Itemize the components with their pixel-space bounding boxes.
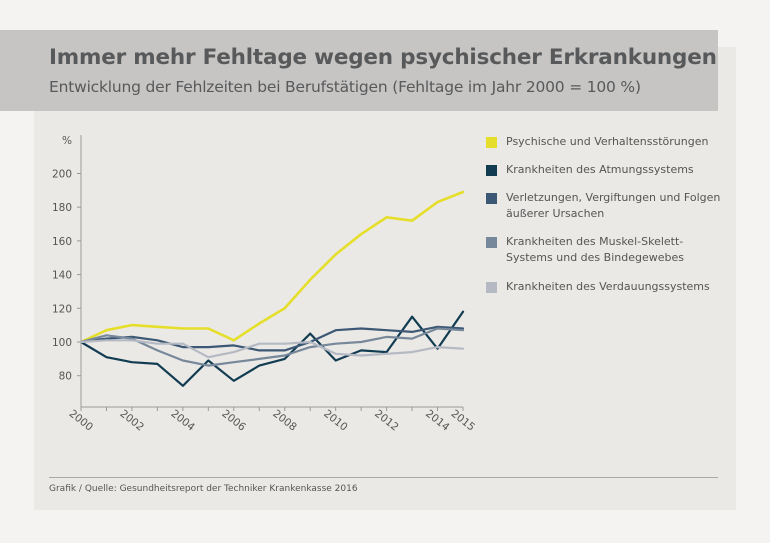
legend-swatch bbox=[486, 193, 497, 204]
x-tick-label: 2014 bbox=[423, 408, 452, 434]
series-line-3 bbox=[79, 325, 465, 352]
legend-item: Krankheiten des Muskel-Skelett-Systems u… bbox=[486, 234, 726, 266]
chart-card bbox=[34, 47, 736, 510]
x-tick-label: 2000 bbox=[67, 408, 95, 434]
y-tick-label: 120 bbox=[52, 303, 72, 315]
legend-label: Krankheiten des Muskel-Skelett-Systems u… bbox=[506, 235, 684, 264]
header-band bbox=[0, 30, 718, 111]
series-line-4 bbox=[79, 327, 465, 367]
series-line-1 bbox=[79, 190, 465, 344]
x-tick-label: 2012 bbox=[372, 408, 400, 434]
x-tick-label: 2010 bbox=[321, 408, 349, 434]
series-line-5 bbox=[79, 339, 465, 359]
legend-swatch bbox=[486, 237, 497, 248]
legend-label: Verletzungen, Vergiftungen und Folgen äu… bbox=[506, 191, 721, 220]
y-tick-label: 100 bbox=[52, 337, 72, 349]
x-tick-label: 2004 bbox=[168, 408, 197, 434]
legend-swatch bbox=[486, 165, 497, 176]
chart-title: Immer mehr Fehltage wegen psychischer Er… bbox=[49, 45, 717, 70]
y-tick-label: 160 bbox=[52, 236, 72, 248]
series-line-2 bbox=[79, 310, 465, 387]
x-tick-label: 2006 bbox=[219, 408, 248, 434]
x-tick-label: 2008 bbox=[270, 408, 298, 434]
legend-item: Verletzungen, Vergiftungen und Folgen äu… bbox=[486, 190, 726, 222]
legend-swatch bbox=[486, 282, 497, 293]
legend-item: Krankheiten des Atmungssystems bbox=[486, 162, 726, 178]
legend-swatch bbox=[486, 137, 497, 148]
y-tick-label: 140 bbox=[52, 270, 72, 282]
legend-label: Krankheiten des Verdauungssystems bbox=[506, 280, 710, 293]
legend-label: Krankheiten des Atmungssystems bbox=[506, 163, 694, 176]
y-tick-label: 180 bbox=[52, 202, 72, 214]
legend-item: Psychische und Verhaltensstörungen bbox=[486, 134, 726, 150]
x-tick-label: 2002 bbox=[118, 408, 146, 434]
y-tick-label: 80 bbox=[59, 371, 72, 383]
legend-item: Krankheiten des Verdauungssystems bbox=[486, 279, 726, 295]
legend-label: Psychische und Verhaltensstörungen bbox=[506, 135, 709, 148]
y-axis-unit-label: % bbox=[62, 135, 72, 147]
chart-subtitle: Entwicklung der Fehlzeiten bei Berufstät… bbox=[49, 78, 641, 96]
footer-divider bbox=[49, 477, 718, 478]
source-note: Grafik / Quelle: Gesundheitsreport der T… bbox=[49, 484, 358, 494]
x-tick-label: 2015 bbox=[449, 408, 477, 434]
y-tick-label: 200 bbox=[52, 169, 72, 181]
